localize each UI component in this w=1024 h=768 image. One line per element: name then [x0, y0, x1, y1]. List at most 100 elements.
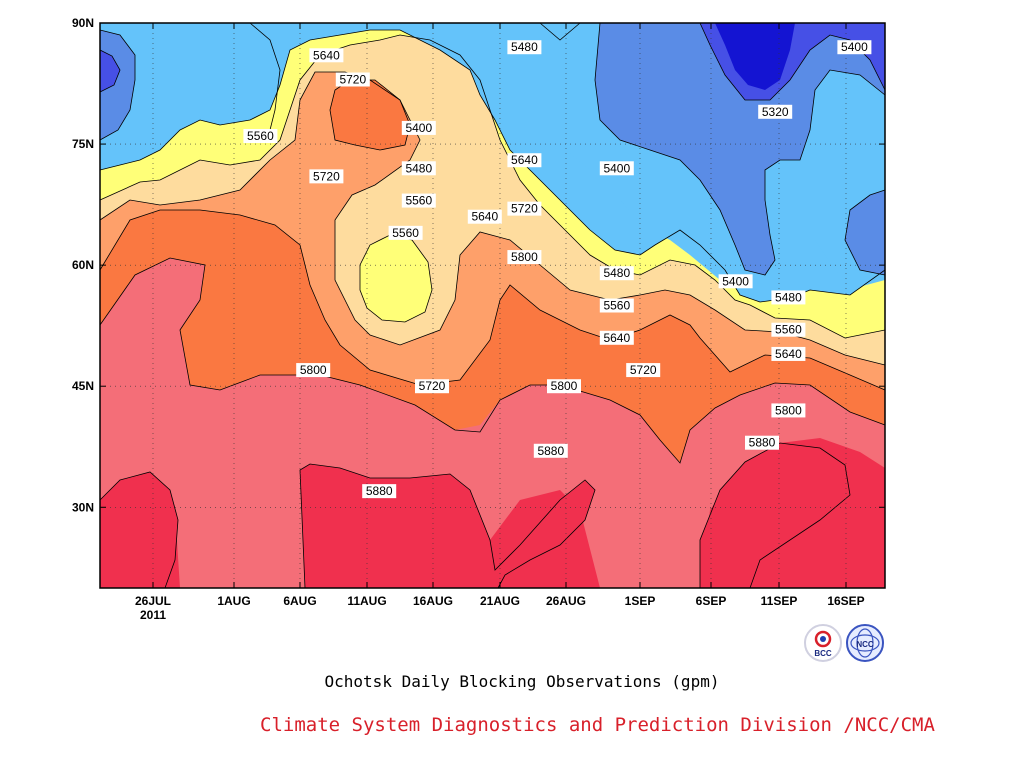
x-tick-label: 16AUG — [413, 594, 453, 608]
bcc-logo-text: BCC — [814, 649, 832, 658]
contour-line-5880-right — [699, 442, 851, 589]
chart-caption: Ochotsk Daily Blocking Observations (gpm… — [324, 672, 720, 691]
contour-label-text: 5400 — [722, 274, 749, 288]
contour-label-bg — [837, 40, 872, 55]
contour-label: 5480 — [599, 266, 634, 281]
contour-label-bg — [507, 201, 542, 216]
bcc-logo: BCC — [804, 624, 842, 662]
contour-line-5560-cell — [359, 234, 433, 323]
y-tick-label: 90N — [72, 16, 94, 30]
contour-label-text: 5480 — [405, 161, 432, 175]
contour-line-5720-main — [99, 209, 886, 391]
x-tick-label: 6AUG — [283, 594, 316, 608]
contour-line-5400-main — [594, 22, 886, 276]
contour-label: 5720 — [507, 201, 542, 216]
contour-label-text: 5640 — [603, 331, 630, 345]
contour-label: 5560 — [401, 193, 436, 208]
contour-label-text: 5720 — [630, 363, 657, 377]
contour-region-band-hot-left — [100, 472, 178, 588]
contour-label-text: 5640 — [511, 153, 538, 167]
contour-label: 5400 — [401, 120, 436, 135]
contour-region-band-core-5320 — [715, 23, 795, 90]
contour-label: 5800 — [507, 250, 542, 265]
contour-label-bg — [309, 169, 344, 184]
contour-label-text: 5400 — [603, 161, 630, 175]
x-year-label: 2011 — [140, 608, 166, 622]
contour-chart: 26JUL 1AUG 6AUG 11AUG 16AUG 21AUG 26AUG 1SEP 6SE… — [72, 16, 886, 622]
contour-label-bg — [296, 363, 331, 378]
credit-line: Climate System Diagnostics and Predictio… — [260, 714, 935, 736]
contour-label-bg — [467, 209, 502, 224]
contour-label-bg — [599, 266, 634, 281]
contour-label: 5640 — [309, 48, 344, 63]
contour-label: 5800 — [296, 363, 331, 378]
contour-label: 5880 — [362, 484, 397, 499]
contour-label: 5880 — [745, 435, 779, 450]
contour-label: 5480 — [771, 290, 806, 305]
contour-line-5640-main — [99, 71, 886, 366]
contour-label-bg — [771, 346, 806, 361]
contour-labels: 5400 5480 5560 5640 5560 5720 5800 5640 5720 5720… — [243, 40, 872, 499]
contour-label-text: 5480 — [511, 40, 538, 54]
contour-label: 5720 — [335, 72, 370, 87]
contour-line-5400-left — [99, 29, 136, 141]
contour-label-text: 5880 — [366, 484, 393, 498]
y-tick-label: 75N — [72, 137, 94, 151]
contour-lines — [99, 22, 886, 589]
contour-label-text: 5640 — [775, 347, 802, 361]
contour-label-text: 5800 — [775, 403, 802, 417]
contour-label-text: 5800 — [551, 379, 578, 393]
contour-label: 5800 — [771, 403, 806, 418]
contour-region-band-5320-5400-right — [845, 190, 885, 275]
contour-label-text: 5560 — [775, 323, 802, 337]
contour-label-bg — [599, 330, 634, 345]
contour-line-5400-right — [844, 189, 886, 276]
contour-label: 5720 — [309, 169, 344, 184]
x-tick-label: 26JUL — [135, 594, 171, 608]
contour-label: 5400 — [718, 274, 753, 289]
contour-label-bg — [771, 290, 806, 305]
contour-label: 5560 — [599, 298, 634, 313]
contour-label-bg — [771, 403, 806, 418]
contour-label-text: 5560 — [603, 299, 630, 313]
contour-label: 5560 — [243, 129, 278, 143]
contour-label: 5480 — [507, 40, 542, 55]
contour-label-bg — [309, 48, 344, 63]
contour-label-text: 5560 — [405, 194, 432, 208]
contour-label-bg — [758, 104, 793, 119]
contour-label-bg — [771, 322, 806, 337]
contour-label: 5720 — [626, 363, 661, 378]
contour-label-bg — [718, 274, 753, 289]
contour-line-5480-top — [539, 22, 581, 41]
contour-label-bg — [243, 129, 278, 143]
contour-region-band-left-5400b — [100, 23, 160, 165]
contour-label-bg — [388, 225, 423, 240]
contour-label-bg — [401, 120, 436, 135]
contour-fills — [100, 23, 885, 588]
contour-label: 5880 — [533, 443, 568, 458]
x-tick-label: 26AUG — [546, 594, 586, 608]
contour-label-text: 5800 — [511, 250, 538, 264]
contour-label-bg — [547, 379, 581, 394]
contour-label-bg — [335, 72, 370, 87]
contour-label-bg — [415, 379, 449, 394]
contour-label-text: 5480 — [775, 290, 802, 304]
x-tick-label: 6SEP — [696, 594, 727, 608]
contour-label-bg — [626, 363, 661, 378]
contour-line-5800-main — [99, 257, 886, 464]
contour-label: 5560 — [771, 322, 806, 337]
contour-label-text: 5720 — [511, 202, 538, 216]
contour-label-text: 5400 — [405, 121, 432, 135]
contour-label: 5640 — [599, 330, 634, 345]
contour-label-text: 5720 — [313, 169, 340, 183]
contour-region-band-hot-right — [700, 443, 850, 588]
x-tick-label: 11SEP — [761, 594, 798, 608]
ncc-logo: NCC — [846, 624, 884, 662]
contour-line-5320-left — [99, 49, 121, 93]
contour-line-5640-top — [249, 22, 281, 131]
plot-frame — [99, 22, 886, 589]
contour-label: 5800 — [547, 379, 581, 394]
contour-label-text: 5720 — [339, 73, 366, 87]
y-tick-label: 60N — [72, 258, 94, 272]
contour-label-bg — [507, 250, 542, 265]
